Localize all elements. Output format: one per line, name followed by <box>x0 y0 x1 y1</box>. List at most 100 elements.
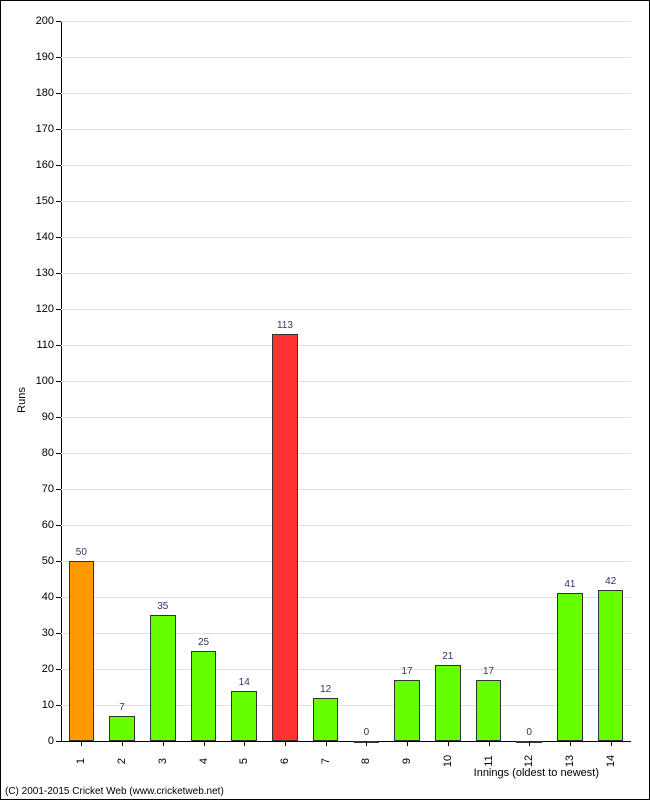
x-tick <box>163 741 164 746</box>
y-tick-label: 0 <box>24 735 54 747</box>
bar-value-label: 0 <box>364 727 370 738</box>
bar-value-label: 7 <box>119 702 125 713</box>
gridline <box>61 309 631 310</box>
bar <box>435 665 461 741</box>
bar-value-label: 17 <box>402 666 413 677</box>
gridline <box>61 525 631 526</box>
gridline <box>61 561 631 562</box>
y-tick-label: 190 <box>24 51 54 63</box>
bar-value-label: 0 <box>526 727 532 738</box>
x-tick-label: 3 <box>157 751 169 771</box>
bar <box>394 680 420 741</box>
x-axis-line <box>61 741 631 742</box>
y-tick <box>56 201 61 202</box>
bar <box>598 590 624 741</box>
y-tick-label: 50 <box>24 555 54 567</box>
bar <box>69 561 95 741</box>
x-tick-label: 7 <box>320 751 332 771</box>
x-tick-label: 14 <box>605 751 617 771</box>
gridline <box>61 237 631 238</box>
x-tick <box>407 741 408 746</box>
y-tick-label: 140 <box>24 231 54 243</box>
y-tick <box>56 453 61 454</box>
x-tick-label: 12 <box>523 751 535 771</box>
gridline <box>61 705 631 706</box>
y-tick-label: 180 <box>24 87 54 99</box>
bar-value-label: 14 <box>239 677 250 688</box>
bar <box>313 698 339 741</box>
gridline <box>61 669 631 670</box>
x-tick-label: 8 <box>360 751 372 771</box>
x-tick-label: 4 <box>198 751 210 771</box>
y-tick-label: 120 <box>24 303 54 315</box>
y-tick-label: 110 <box>24 339 54 351</box>
x-tick <box>122 741 123 746</box>
x-tick <box>448 741 449 746</box>
x-tick-label: 13 <box>564 751 576 771</box>
bar-value-label: 113 <box>277 320 293 331</box>
y-tick <box>56 597 61 598</box>
y-tick <box>56 345 61 346</box>
x-tick-label: 5 <box>238 751 250 771</box>
gridline <box>61 381 631 382</box>
copyright-text: (C) 2001-2015 Cricket Web (www.cricketwe… <box>5 786 224 797</box>
x-tick <box>570 741 571 746</box>
y-axis-label: Runs <box>16 387 28 413</box>
y-tick-label: 200 <box>24 15 54 27</box>
chart-container: Runs Innings (oldest to newest) (C) 2001… <box>0 0 650 800</box>
y-tick-label: 150 <box>24 195 54 207</box>
y-tick <box>56 489 61 490</box>
gridline <box>61 417 631 418</box>
bar <box>557 593 583 741</box>
gridline <box>61 597 631 598</box>
gridline <box>61 21 631 22</box>
x-tick <box>366 741 367 746</box>
bar-value-label: 12 <box>320 684 331 695</box>
y-tick <box>56 741 61 742</box>
x-tick <box>204 741 205 746</box>
gridline <box>61 273 631 274</box>
y-tick <box>56 633 61 634</box>
bar <box>476 680 502 741</box>
y-tick <box>56 417 61 418</box>
x-tick-label: 9 <box>401 751 413 771</box>
y-tick-label: 30 <box>24 627 54 639</box>
y-tick-label: 80 <box>24 447 54 459</box>
y-tick-label: 90 <box>24 411 54 423</box>
y-tick <box>56 381 61 382</box>
x-tick <box>529 741 530 746</box>
gridline <box>61 165 631 166</box>
gridline <box>61 453 631 454</box>
x-tick-label: 2 <box>116 751 128 771</box>
y-tick-label: 130 <box>24 267 54 279</box>
x-tick-label: 1 <box>75 751 87 771</box>
y-tick <box>56 561 61 562</box>
x-tick <box>489 741 490 746</box>
bar-value-label: 35 <box>157 601 168 612</box>
x-tick <box>285 741 286 746</box>
y-tick-label: 40 <box>24 591 54 603</box>
y-tick <box>56 165 61 166</box>
bar-value-label: 41 <box>564 579 575 590</box>
y-tick-label: 160 <box>24 159 54 171</box>
bar <box>150 615 176 741</box>
gridline <box>61 489 631 490</box>
x-tick-label: 11 <box>483 751 495 771</box>
y-tick <box>56 21 61 22</box>
gridline <box>61 129 631 130</box>
x-tick <box>81 741 82 746</box>
bar-value-label: 42 <box>605 576 616 587</box>
bar-value-label: 25 <box>198 637 209 648</box>
x-tick-label: 10 <box>442 751 454 771</box>
y-tick-label: 100 <box>24 375 54 387</box>
y-tick <box>56 309 61 310</box>
y-tick-label: 170 <box>24 123 54 135</box>
y-tick-label: 10 <box>24 699 54 711</box>
y-tick <box>56 669 61 670</box>
gridline <box>61 345 631 346</box>
x-tick <box>326 741 327 746</box>
gridline <box>61 201 631 202</box>
y-tick-label: 20 <box>24 663 54 675</box>
y-tick-label: 70 <box>24 483 54 495</box>
bar <box>191 651 217 741</box>
